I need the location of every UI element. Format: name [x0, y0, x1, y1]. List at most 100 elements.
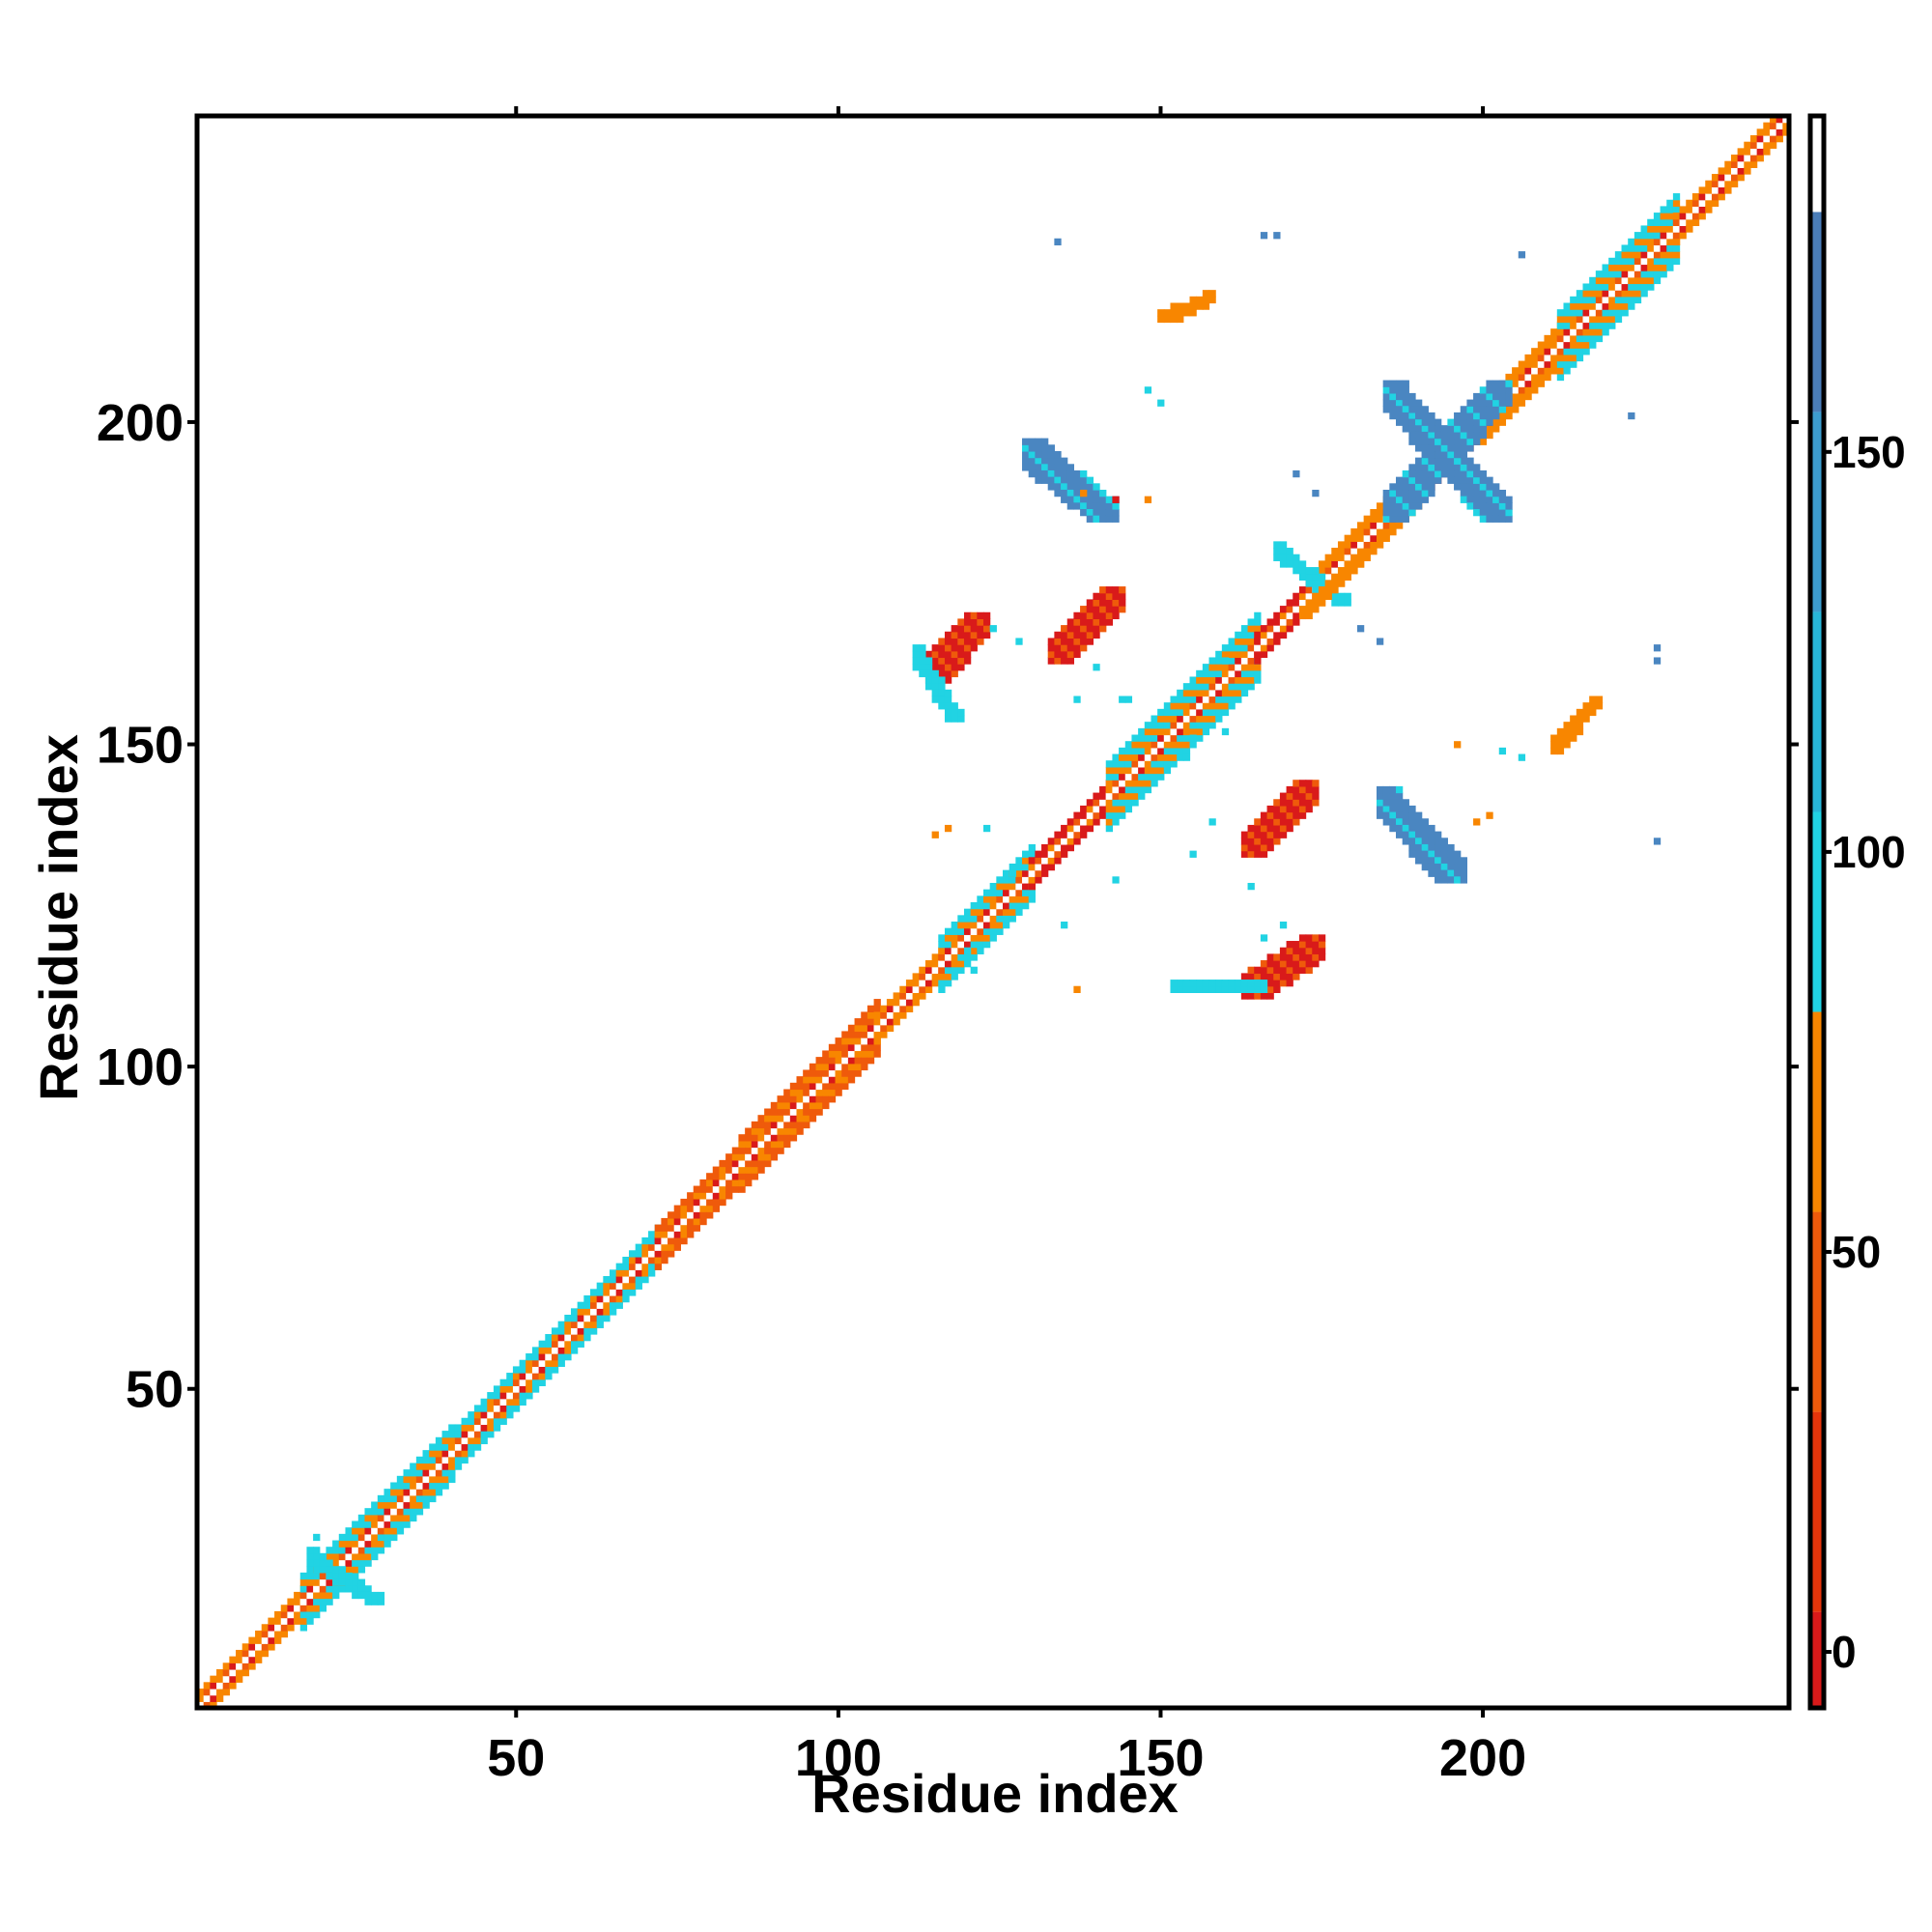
diagonal-cell — [886, 1024, 895, 1033]
diagonal-cell — [1235, 696, 1242, 703]
diagonal-cell — [1138, 734, 1146, 742]
contact-cell — [1279, 960, 1288, 968]
contact-cell — [944, 669, 952, 678]
diagonal-cell — [615, 1275, 623, 1284]
contact-cell — [1080, 483, 1088, 491]
diagonal-cell — [1705, 180, 1713, 187]
contact-cell — [1550, 747, 1558, 755]
diagonal-cell — [1124, 760, 1133, 768]
contact-cell — [1066, 657, 1074, 665]
contact-cell — [1279, 541, 1288, 549]
diagonal-cell — [648, 1243, 656, 1251]
contact-cell — [1293, 947, 1300, 954]
contact-cell — [1254, 824, 1262, 833]
diagonal-cell — [1228, 664, 1236, 671]
diagonal-cell — [1660, 244, 1667, 252]
diagonal-cell — [847, 1037, 856, 1045]
diagonal-cell — [1170, 741, 1178, 749]
contact-cell — [1273, 966, 1281, 974]
diagonal-cell — [319, 1585, 327, 1593]
contact-cell — [1293, 785, 1300, 794]
diagonal-cell — [1131, 766, 1139, 775]
diagonal-cell — [873, 1018, 881, 1026]
diagonal-cell — [1595, 322, 1604, 329]
diagonal-cell — [777, 1147, 784, 1154]
diagonal-cell — [1570, 296, 1577, 304]
diagonal-cell — [1769, 141, 1777, 149]
contact-cell — [1415, 457, 1423, 465]
x-tick-label: 100 — [795, 1729, 882, 1787]
diagonal-cell — [545, 1359, 553, 1367]
diagonal-cell — [1691, 199, 1700, 208]
diagonal-cell — [248, 1662, 256, 1670]
contact-cell — [1486, 811, 1493, 819]
diagonal-cell — [1608, 290, 1616, 298]
contact-cell — [377, 1598, 385, 1605]
diagonal-cell — [1518, 380, 1526, 387]
diagonal-cell — [435, 1450, 443, 1458]
diagonal-cell — [1119, 785, 1126, 794]
diagonal-cell — [738, 1134, 746, 1142]
contact-cell — [1396, 502, 1404, 510]
contact-cell — [1382, 515, 1390, 523]
diagonal-cell — [1331, 567, 1339, 575]
diagonal-cell — [1015, 876, 1023, 884]
diagonal-cell — [1621, 251, 1629, 259]
contact-cell — [1312, 941, 1320, 949]
diagonal-cell — [654, 1256, 662, 1264]
contact-cell — [1099, 606, 1107, 613]
diagonal-cell — [1666, 232, 1674, 240]
contact-cell — [1570, 734, 1577, 742]
contact-cell — [1421, 496, 1429, 503]
contact-cell — [1061, 483, 1068, 491]
diagonal-cell — [545, 1334, 553, 1342]
contact-cell — [1235, 980, 1242, 987]
diagonal-cell — [1131, 741, 1139, 749]
diagonal-cell — [822, 1095, 830, 1103]
diagonal-cell — [719, 1173, 726, 1180]
contact-cell — [1428, 843, 1435, 852]
contact-cell — [1035, 476, 1042, 484]
diagonal-cell — [1131, 780, 1139, 787]
diagonal-cell — [319, 1598, 327, 1605]
diagonal-cell — [944, 941, 952, 949]
diagonal-cell — [867, 1005, 875, 1013]
diagonal-cell — [294, 1591, 301, 1600]
contact-cell — [1286, 785, 1293, 794]
diagonal-cell — [1621, 270, 1629, 278]
contact-cell — [1428, 418, 1435, 426]
diagonal-cell — [435, 1469, 443, 1477]
contact-cell — [1298, 567, 1307, 575]
contact-cell — [1112, 509, 1120, 517]
diagonal-cell — [963, 934, 972, 942]
diagonal-cell — [422, 1450, 430, 1458]
diagonal-cell — [454, 1436, 463, 1445]
contact-cell — [1415, 418, 1423, 426]
diagonal-cell — [583, 1308, 591, 1316]
contact-cell — [1460, 457, 1467, 465]
contact-cell — [1279, 799, 1288, 807]
colorbar-band — [1810, 1411, 1824, 1612]
diagonal-cell — [1337, 560, 1346, 568]
diagonal-cell — [1647, 264, 1655, 271]
diagonal-cell — [1672, 218, 1681, 227]
diagonal-cell — [1376, 502, 1384, 510]
diagonal-cell — [1711, 199, 1719, 208]
diagonal-cell — [590, 1308, 598, 1316]
diagonal-cell — [1182, 722, 1191, 729]
diagonal-cell — [1628, 257, 1635, 266]
diagonal-cell — [1614, 302, 1623, 310]
diagonal-cell — [989, 922, 997, 929]
contact-cell — [1119, 592, 1126, 600]
contact-cell — [1473, 469, 1481, 478]
diagonal-cell — [1679, 232, 1687, 240]
contact-cell — [1447, 850, 1455, 858]
diagonal-cell — [242, 1662, 249, 1670]
diagonal-cell — [1182, 683, 1191, 691]
x-tick-label: 50 — [487, 1729, 545, 1787]
contact-cell — [1428, 412, 1435, 420]
contact-cell — [1312, 573, 1320, 581]
diagonal-cell — [1621, 283, 1629, 291]
diagonal-cell — [963, 927, 972, 935]
diagonal-cell — [1177, 689, 1184, 697]
